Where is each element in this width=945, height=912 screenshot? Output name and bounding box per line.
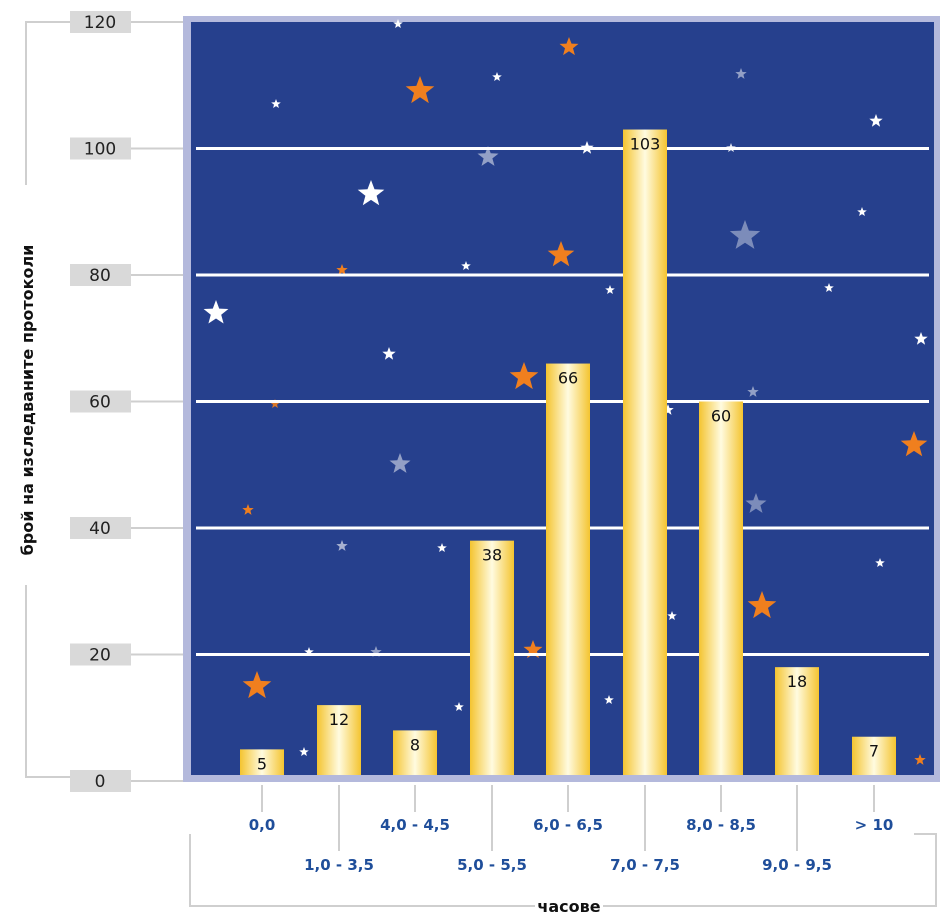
bars: 5 12 8 38 66 103 60 18 7 xyxy=(240,129,896,775)
white-star-decoration xyxy=(857,207,867,216)
white-star-decoration xyxy=(745,493,767,513)
bar xyxy=(775,667,819,775)
white-star-decoration xyxy=(370,646,382,657)
y-tick-box xyxy=(70,517,131,539)
white-star-decoration xyxy=(824,283,834,292)
x-bracket xyxy=(189,833,937,907)
white-star-decoration xyxy=(437,543,447,552)
white-star-decoration xyxy=(382,347,396,360)
bar-value-label: 60 xyxy=(711,407,731,426)
y-tick-box xyxy=(70,390,131,413)
bar-value-label: 18 xyxy=(787,672,807,691)
y-tick-label: 40 xyxy=(89,519,111,539)
white-star-decoration xyxy=(477,146,499,166)
orange-star-decoration xyxy=(547,241,575,267)
white-star-decoration xyxy=(461,261,471,270)
x-axis-title: часове xyxy=(537,897,600,912)
white-star-decoration xyxy=(299,747,309,756)
white-star-decoration xyxy=(735,68,747,79)
orange-star-decoration xyxy=(509,362,539,390)
y-tick-box xyxy=(70,264,131,286)
y-tick-box xyxy=(70,770,131,792)
x-axis-categories: 0,0 1,0 - 3,5 4,0 - 4,5 5,0 - 5,5 6,0 - 6,5 7… xyxy=(249,785,894,874)
x-category-label: 5,0 - 5,5 xyxy=(457,856,527,874)
y-tick-box xyxy=(70,11,131,33)
bar xyxy=(393,730,437,775)
y-tick-box xyxy=(70,137,131,160)
orange-star-decoration xyxy=(336,264,348,275)
x-category-label: 6,0 - 6,5 xyxy=(533,816,603,834)
white-star-decoration xyxy=(454,702,464,711)
white-star-decoration xyxy=(914,332,928,345)
bar-value-label: 5 xyxy=(257,754,267,773)
y-tick-label: 80 xyxy=(89,266,111,286)
bar xyxy=(623,129,667,775)
orange-star-decoration xyxy=(914,754,926,765)
white-star-decoration xyxy=(662,404,674,415)
white-star-decoration xyxy=(357,180,385,206)
white-star-decoration xyxy=(869,114,883,127)
orange-star-decoration xyxy=(242,504,254,515)
bar xyxy=(546,363,590,775)
y-tick-box xyxy=(70,643,131,666)
white-star-decoration xyxy=(389,453,411,473)
white-star-decoration xyxy=(605,285,615,294)
bar xyxy=(699,401,743,775)
white-star-decoration xyxy=(304,647,314,656)
bar-value-label: 66 xyxy=(558,369,578,388)
orange-star-decoration xyxy=(523,640,543,659)
star-decorations xyxy=(203,19,928,765)
bar xyxy=(317,705,361,775)
orange-star-decoration xyxy=(900,431,928,457)
x-category-label: 1,0 - 3,5 xyxy=(304,856,374,874)
y-axis-title: брой на изследваните протоколи xyxy=(18,245,37,556)
white-star-decoration xyxy=(271,99,281,108)
x-category-label: 7,0 - 7,5 xyxy=(610,856,680,874)
y-axis-ticks: 0 20 40 60 80 100 120 xyxy=(70,11,183,792)
bar-value-label: 12 xyxy=(329,710,349,729)
white-star-decoration xyxy=(203,300,229,324)
white-star-decoration xyxy=(393,19,403,28)
orange-star-decoration xyxy=(242,671,272,699)
y-tick-label: 20 xyxy=(89,646,111,666)
white-star-decoration xyxy=(875,558,885,567)
white-star-decoration xyxy=(336,540,348,551)
x-category-label: 0,0 xyxy=(249,816,276,834)
y-tick-label: 0 xyxy=(95,772,106,792)
bar xyxy=(852,736,896,775)
bar-value-label: 8 xyxy=(410,735,420,754)
y-tick-label: 120 xyxy=(84,13,116,33)
orange-star-decoration xyxy=(405,76,435,104)
orange-star-decoration xyxy=(270,399,280,408)
x-category-label: 8,0 - 8,5 xyxy=(686,816,756,834)
white-star-decoration xyxy=(729,220,761,249)
orange-star-decoration xyxy=(747,591,777,619)
y-tick-label: 100 xyxy=(84,140,116,160)
white-star-decoration xyxy=(604,695,614,704)
white-star-decoration xyxy=(492,72,502,81)
white-star-decoration xyxy=(747,386,759,397)
white-star-decoration xyxy=(667,611,677,620)
bar xyxy=(470,540,514,775)
bar-value-label: 103 xyxy=(630,135,661,154)
x-category-label: 4,0 - 4,5 xyxy=(380,816,450,834)
y-tick-label: 60 xyxy=(89,393,111,413)
x-category-label: 9,0 - 9,5 xyxy=(762,856,832,874)
bar-value-label: 7 xyxy=(869,742,879,761)
bar xyxy=(240,749,284,775)
bar-value-label: 38 xyxy=(482,546,502,565)
orange-star-decoration xyxy=(559,37,579,56)
x-category-label: > 10 xyxy=(855,816,894,834)
